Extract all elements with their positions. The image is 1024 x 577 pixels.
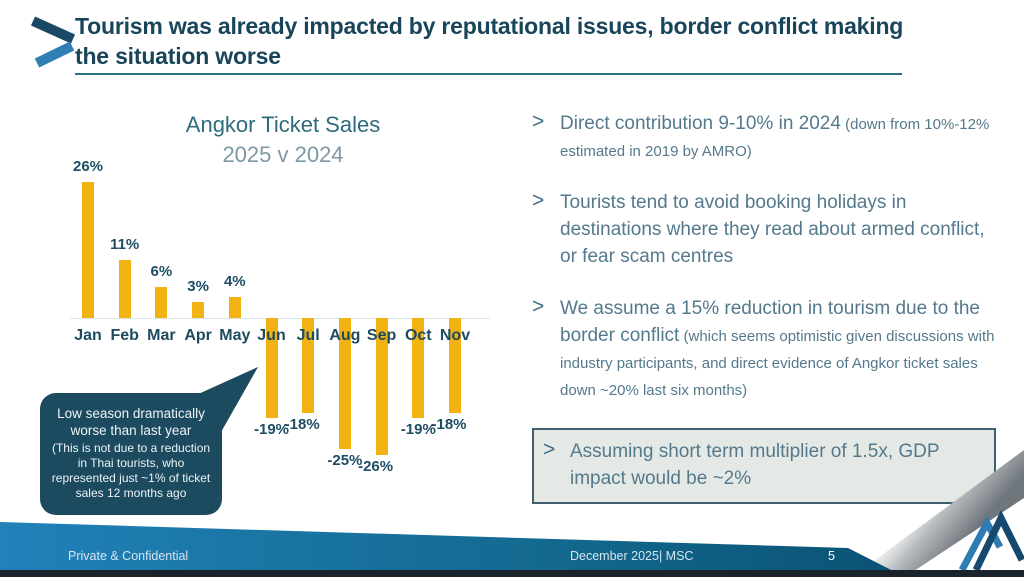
bar-jan bbox=[82, 181, 94, 318]
bullet-text: We assume a 15% reduction in tourism due… bbox=[560, 298, 995, 399]
bullet-text: Direct contribution 9-10% in 2024 (down … bbox=[560, 113, 990, 160]
x-tick-oct: Oct bbox=[404, 327, 432, 344]
value-label-sep: -26% bbox=[358, 457, 394, 475]
bullet-item-boxed: > Assuming short term multiplier of 1.5x,… bbox=[532, 428, 996, 504]
x-tick-jun: Jun bbox=[257, 327, 286, 344]
x-tick-sep: Sep bbox=[366, 327, 397, 344]
chart-x-axis bbox=[70, 318, 490, 319]
bar-apr bbox=[192, 302, 205, 318]
x-tick-nov: Nov bbox=[439, 327, 471, 344]
bar-jul bbox=[302, 318, 315, 413]
x-tick-jan: Jan bbox=[74, 327, 102, 344]
x-tick-aug: Aug bbox=[329, 327, 361, 344]
value-label-feb: 11% bbox=[110, 236, 140, 254]
bullet-chevron-icon: > bbox=[532, 189, 545, 212]
footer-blue-band bbox=[0, 522, 905, 577]
bullet-item-1: > Direct contribution 9-10% in 2024 (down… bbox=[532, 110, 996, 164]
page-number: 5 bbox=[828, 549, 835, 563]
bar-may bbox=[228, 297, 241, 318]
value-label-apr: 3% bbox=[187, 278, 209, 296]
x-tick-jul: Jul bbox=[296, 327, 320, 344]
value-label-may: 4% bbox=[223, 273, 246, 290]
footer-ribbon bbox=[0, 450, 1024, 577]
bullet-item-2: > Tourists tend to avoid booking holidays… bbox=[532, 189, 996, 270]
callout-detail-text: (This is not due to a reduction in Thai … bbox=[51, 441, 211, 500]
value-label-jan: 26% bbox=[72, 157, 104, 175]
x-tick-apr: Apr bbox=[184, 327, 212, 344]
bullet-text: Assuming short term multiplier of 1.5x, … bbox=[570, 441, 940, 489]
bullet-list: > Direct contribution 9-10% in 2024 (down… bbox=[532, 110, 996, 504]
footer-date: December 2025| MSC bbox=[570, 549, 694, 563]
value-label-jun: -19% bbox=[253, 420, 290, 438]
x-tick-feb: Feb bbox=[110, 327, 139, 344]
value-label-nov: -18% bbox=[431, 415, 467, 433]
callout-main-text: Low season dramatically worse than last … bbox=[57, 406, 205, 438]
white-corner-fold bbox=[905, 498, 1024, 577]
value-label-oct: -19% bbox=[400, 420, 436, 438]
chart-subtitle: 2025 v 2024 bbox=[222, 142, 344, 167]
bullet-chevron-icon: > bbox=[532, 110, 545, 133]
bullet-item-3: > We assume a 15% reduction in tourism du… bbox=[532, 295, 996, 403]
bullet-chevron-icon: > bbox=[543, 438, 556, 461]
title-underline bbox=[75, 73, 902, 75]
brand-m-logo bbox=[958, 510, 1024, 572]
brand-chevron-icon bbox=[30, 16, 76, 68]
chart-title: Angkor Ticket Sales bbox=[185, 112, 381, 137]
bottom-dark-strip bbox=[0, 570, 1024, 577]
x-tick-may: May bbox=[219, 327, 251, 344]
value-label-jul: -18% bbox=[284, 415, 320, 433]
bullet-text: Tourists tend to avoid booking holidays … bbox=[560, 192, 985, 267]
callout-bubble: Low season dramatically worse than last … bbox=[40, 393, 222, 515]
bar-nov bbox=[449, 318, 461, 413]
bar-oct bbox=[412, 318, 425, 418]
bar-sep bbox=[375, 318, 388, 455]
bar-feb bbox=[118, 260, 131, 318]
page-title: Tourism was already impacted by reputati… bbox=[75, 13, 904, 69]
value-label-mar: 6% bbox=[150, 262, 173, 280]
bar-jun bbox=[265, 318, 278, 418]
value-label-aug: -25% bbox=[327, 452, 363, 470]
footer-confidential: Private & Confidential bbox=[68, 549, 189, 563]
gray-shadow-swoosh bbox=[852, 450, 1024, 577]
bar-aug bbox=[338, 318, 351, 450]
x-tick-mar: Mar bbox=[147, 327, 176, 344]
bullet-chevron-icon: > bbox=[532, 295, 545, 318]
bar-mar bbox=[155, 286, 168, 318]
